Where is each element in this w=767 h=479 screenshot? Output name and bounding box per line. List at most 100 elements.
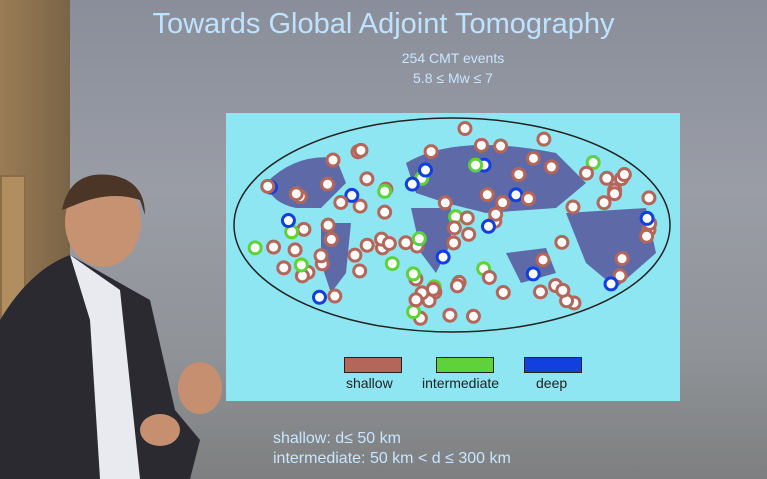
focal-mechanism-ball [468,157,484,173]
focal-mechanism-ball [495,284,511,300]
world-map [233,117,671,333]
focal-mechanism-ball [459,210,475,226]
focal-mechanism-ball [446,235,462,251]
focal-mechanism-ball [449,278,465,294]
focal-mechanism-ball [535,252,551,268]
hair [62,174,145,215]
focal-mechanism-ball [554,234,570,250]
slide-title: Towards Global Adjoint Tomography [152,8,615,40]
focal-mechanism-ball [479,187,495,203]
americas-right [566,208,656,288]
focal-mechanism-ball [480,218,496,234]
focal-mechanism-ball [352,198,368,214]
focal-mechanism-ball [473,137,489,153]
legend-label-shallow: shallow [346,375,393,391]
map-panel: shallow intermediate deep [226,113,680,401]
focal-mechanism-ball [287,242,303,258]
focal-mechanism-ball [276,260,292,276]
legend-label-intermediate: intermediate [422,375,500,391]
focal-mechanism-ball [417,162,433,178]
definition-intermediate: intermediate: 50 km < d ≤ 300 km [273,450,511,467]
focal-mechanism-ball [333,195,349,211]
focal-mechanism-ball [481,269,497,285]
focal-mechanism-ball [565,199,581,215]
focal-mechanism-ball [639,228,655,244]
focal-mechanism-ball [511,166,527,182]
focal-mechanism-ball [411,231,427,247]
focal-mechanisms [247,121,658,326]
legend-swatch-intermediate [436,357,494,373]
focal-mechanism-ball [296,221,312,237]
focal-mechanism-ball [352,263,368,279]
legend-swatch-deep [524,357,582,373]
focal-mechanism-ball [525,266,541,282]
focal-mechanism-ball [639,210,655,226]
focal-mechanism-ball [596,195,612,211]
focal-mechanism-ball [599,170,615,186]
focal-mechanism-ball [603,276,619,292]
shirt [70,255,140,479]
eurasia [406,145,586,213]
focal-mechanism-ball [585,155,601,171]
focal-mechanism-ball [406,304,422,320]
focal-mechanism-ball [327,288,343,304]
focal-mechanism-ball [359,171,375,187]
focal-mechanism-ball [442,307,458,323]
focal-mechanism-ball [520,191,536,207]
legend-swatch-shallow [344,357,402,373]
focal-mechanism-ball [260,178,276,194]
hand-lower [140,414,180,446]
focal-mechanism-ball [247,240,263,256]
focal-mechanism-ball [313,248,329,264]
focal-mechanism-ball [293,257,309,273]
focal-mechanism-ball [616,167,632,183]
focal-mechanism-ball [381,235,397,251]
focal-mechanism-ball [465,308,481,324]
focal-mechanism-ball [495,195,511,211]
focal-mechanism-ball [536,131,552,147]
focal-mechanism-ball [508,187,524,203]
focal-mechanism-ball [488,206,504,222]
focal-mechanism-ball [493,138,509,154]
focal-mechanism-ball [377,183,393,199]
presenter [0,174,222,479]
north-america [266,157,346,208]
focal-mechanism-ball [320,176,336,192]
focal-mechanism-ball [405,266,421,282]
focal-mechanism-ball [288,186,304,202]
focal-mechanism-ball [398,235,414,251]
definition-shallow: shallow: d≤ 50 km [273,430,401,447]
focal-mechanism-ball [555,282,571,298]
focal-mechanism-ball [377,204,393,220]
focal-mechanism-ball [437,195,453,211]
focal-mechanism-ball [578,165,594,181]
focal-mechanism-ball [311,289,327,305]
focal-mechanism-ball [353,142,369,158]
focal-mechanism-ball [347,247,363,263]
hand [178,362,222,414]
focal-mechanism-ball [614,251,630,267]
focal-mechanism-ball [461,226,477,242]
focal-mechanism-ball [384,256,400,272]
focal-mechanism-ball [532,284,548,300]
slide-subtitle-magnitude: 5.8 ≤ Mw ≤ 7 [413,70,493,86]
focal-mechanism-ball [344,187,360,203]
focal-mechanism-ball [404,176,420,192]
focal-mechanism-ball [641,190,657,206]
focal-mechanism-ball [325,152,341,168]
focal-mechanism-ball [435,249,451,265]
slide-subtitle-events: 254 CMT events [401,50,505,66]
focal-mechanism-ball [423,144,439,160]
focal-mechanism-ball [323,231,339,247]
focal-mechanism-ball [266,239,282,255]
focal-mechanism-ball [359,237,375,253]
focal-mechanism-ball [457,121,473,137]
focal-mechanism-ball [543,159,559,175]
focal-mechanism-ball [446,220,462,236]
focal-mechanism-ball [607,186,623,202]
focal-mechanism-ball [525,150,541,166]
focal-mechanism-ball [280,213,296,229]
focal-mechanism-ball [612,268,628,284]
focal-mechanism-ball [320,217,336,233]
legend-label-deep: deep [536,375,568,391]
